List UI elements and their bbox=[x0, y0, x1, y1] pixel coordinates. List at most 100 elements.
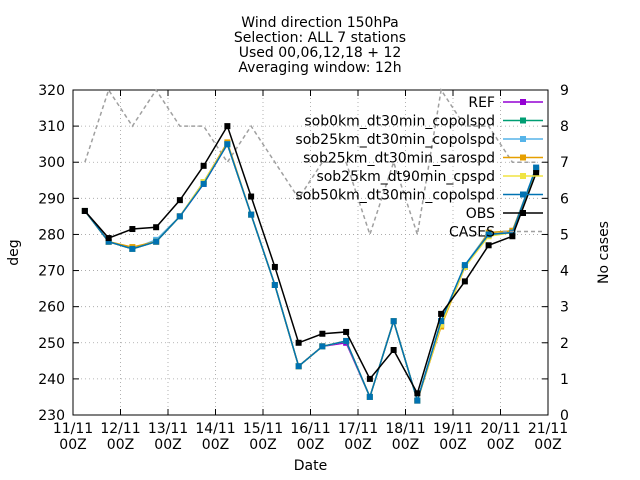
legend-label: sob0km_dt30min_copolspd bbox=[304, 114, 495, 130]
data-point bbox=[461, 262, 468, 269]
data-point bbox=[224, 123, 231, 130]
data-point bbox=[485, 242, 492, 249]
data-point bbox=[366, 393, 373, 400]
data-point bbox=[390, 318, 397, 325]
data-point bbox=[248, 193, 255, 200]
x-tick-label: 21/11 bbox=[528, 421, 568, 437]
series-5 bbox=[81, 141, 540, 404]
x-axis-label: Date bbox=[294, 458, 327, 474]
data-point bbox=[176, 213, 183, 220]
data-point bbox=[295, 363, 302, 370]
y-tick-label: 240 bbox=[38, 372, 65, 388]
y-axis-label: deg bbox=[6, 239, 22, 265]
cases-line bbox=[84, 87, 537, 237]
data-point bbox=[295, 339, 302, 346]
x-tick-label: 15/11 bbox=[243, 421, 283, 437]
data-point bbox=[153, 224, 160, 231]
x-tick-label: 12/11 bbox=[100, 421, 140, 437]
y-tick-label: 230 bbox=[38, 408, 65, 424]
y2-axis-label: No cases bbox=[596, 221, 612, 284]
legend-swatch-marker bbox=[520, 210, 526, 216]
legend-swatch-marker bbox=[520, 99, 526, 105]
y2-tick-label: 7 bbox=[560, 155, 569, 171]
y-tick-label: 320 bbox=[38, 83, 65, 99]
data-point bbox=[461, 278, 468, 285]
x-tick-label: 00Z bbox=[392, 437, 419, 453]
x-tick-label: 14/11 bbox=[195, 421, 235, 437]
x-tick-label: 19/11 bbox=[433, 421, 473, 437]
x-tick-label: 00Z bbox=[154, 437, 181, 453]
data-point bbox=[200, 162, 207, 169]
data-point bbox=[438, 321, 445, 328]
y2-tick-label: 8 bbox=[560, 119, 569, 135]
data-point bbox=[509, 233, 516, 240]
y-tick-label: 250 bbox=[38, 336, 65, 352]
legend-swatch-marker bbox=[520, 191, 526, 198]
data-point bbox=[105, 238, 112, 245]
axis-ticks: 230 240 250 260 270 280 290 300 310 320 0 1 2 3 4 5 6 7 8 9… bbox=[38, 83, 569, 453]
legend-label: sob25km_dt30min_sarospd bbox=[303, 151, 495, 167]
y-tick-label: 260 bbox=[38, 300, 65, 316]
x-tick-label: 00Z bbox=[59, 437, 86, 453]
data-point bbox=[438, 318, 445, 325]
legend-label: sob50km_dt30min_copolspd bbox=[295, 188, 495, 204]
x-tick-label: 00Z bbox=[439, 437, 466, 453]
data-point bbox=[271, 282, 278, 288]
legend: REF sob0km_dt30min_copolspd sob25km_dt30mi… bbox=[295, 95, 543, 241]
data-point bbox=[390, 347, 397, 353]
x-tick-label: 11/11 bbox=[53, 421, 93, 437]
title-line: Selection: ALL 7 stations bbox=[234, 30, 406, 46]
legend-label: OBS bbox=[466, 206, 495, 222]
data-point bbox=[319, 343, 326, 350]
data-point bbox=[438, 310, 445, 317]
y2-tick-label: 2 bbox=[560, 336, 569, 352]
data-point bbox=[533, 164, 540, 171]
legend-swatch-marker bbox=[520, 154, 526, 161]
data-point bbox=[343, 328, 350, 335]
x-tick-label: 00Z bbox=[249, 437, 276, 453]
data-point bbox=[366, 375, 373, 382]
data-point bbox=[248, 211, 255, 218]
data-point bbox=[485, 231, 492, 238]
legend-label: sob25km_dt90min_cpspd bbox=[316, 169, 495, 185]
data-point bbox=[176, 197, 183, 204]
legend-swatch-marker bbox=[520, 173, 526, 179]
series-line bbox=[84, 124, 537, 396]
data-point bbox=[343, 337, 350, 344]
x-tick-label: 00Z bbox=[344, 437, 371, 453]
data-point bbox=[319, 330, 326, 337]
x-tick-label: 16/11 bbox=[290, 421, 330, 437]
series-6 bbox=[81, 123, 540, 397]
y-tick-label: 300 bbox=[38, 155, 65, 171]
legend-swatch-marker bbox=[520, 136, 526, 142]
series-line bbox=[84, 142, 537, 404]
x-tick-label: 17/11 bbox=[338, 421, 378, 437]
x-tick-label: 18/11 bbox=[385, 421, 425, 437]
x-tick-label: 00Z bbox=[487, 437, 514, 453]
y2-tick-label: 5 bbox=[560, 227, 569, 243]
y-tick-label: 290 bbox=[38, 191, 65, 207]
y2-tick-label: 6 bbox=[560, 191, 569, 207]
data-point bbox=[271, 263, 278, 270]
y2-tick-label: 3 bbox=[560, 300, 569, 316]
y2-tick-label: 0 bbox=[560, 408, 569, 424]
y2-tick-label: 1 bbox=[560, 372, 569, 388]
data-point bbox=[224, 141, 231, 148]
y2-tick-label: 4 bbox=[560, 264, 569, 280]
x-tick-label: 00Z bbox=[297, 437, 324, 453]
data-point bbox=[414, 397, 421, 404]
x-tick-label: 13/11 bbox=[148, 421, 188, 437]
data-point bbox=[129, 245, 136, 252]
x-tick-label: 00Z bbox=[534, 437, 561, 453]
legend-label: REF bbox=[468, 95, 495, 111]
data-point bbox=[105, 235, 112, 242]
legend-label: sob25km_dt30min_copolspd bbox=[295, 132, 495, 148]
data-point bbox=[81, 207, 88, 214]
title-line: Averaging window: 12h bbox=[238, 60, 401, 76]
data-point bbox=[414, 390, 421, 397]
data-point bbox=[533, 170, 540, 177]
x-tick-label: 00Z bbox=[107, 437, 134, 453]
title-line: Used 00,06,12,18 + 12 bbox=[239, 45, 402, 61]
